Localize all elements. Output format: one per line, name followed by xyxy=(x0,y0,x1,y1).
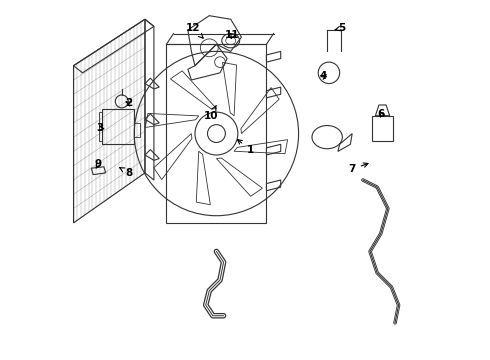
Text: 11: 11 xyxy=(225,30,240,40)
Text: 4: 4 xyxy=(320,71,327,81)
Text: 5: 5 xyxy=(335,23,345,33)
Text: 10: 10 xyxy=(204,105,219,121)
Text: 1: 1 xyxy=(238,140,254,155)
Text: 6: 6 xyxy=(378,109,385,119)
Text: 9: 9 xyxy=(95,159,102,169)
Text: 7: 7 xyxy=(348,163,368,174)
Text: 3: 3 xyxy=(97,123,104,133)
Text: 12: 12 xyxy=(186,23,203,38)
Text: 2: 2 xyxy=(125,98,132,108)
Text: 8: 8 xyxy=(120,168,132,178)
